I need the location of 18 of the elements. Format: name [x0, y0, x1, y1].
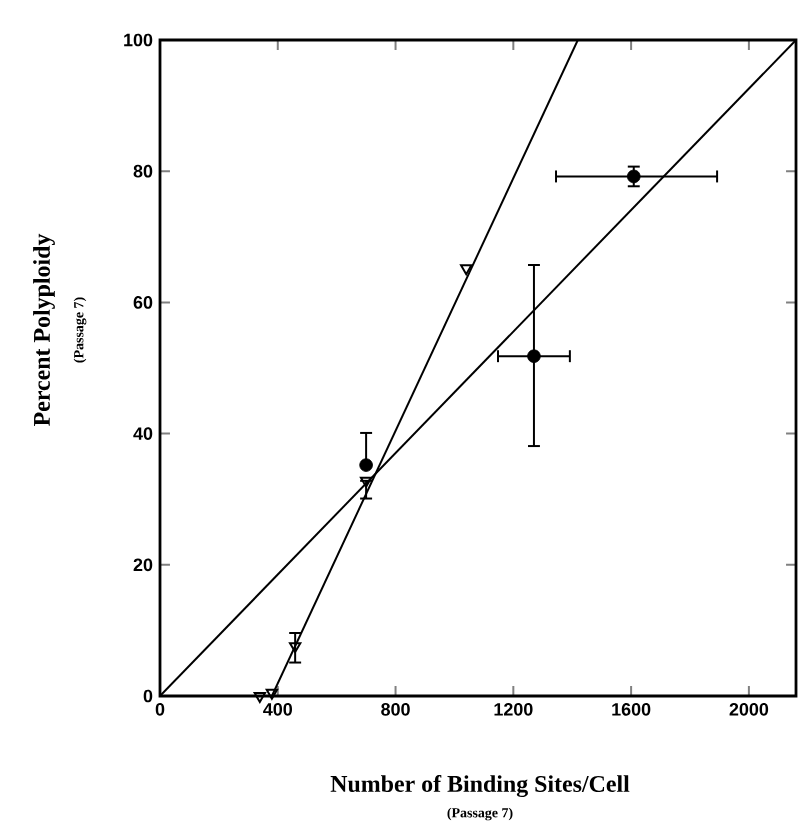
x-tick-label: 800 — [381, 703, 410, 716]
point — [359, 458, 373, 472]
y-tick-label: 0 — [143, 689, 153, 703]
x-tick-label: 2000 — [729, 703, 769, 716]
x-tick-label: 1200 — [494, 703, 533, 716]
y-tick-label: 100 — [124, 33, 153, 47]
y-tick-label: 60 — [133, 296, 153, 309]
y-tick-label: 80 — [133, 164, 153, 178]
point — [527, 349, 541, 363]
point — [460, 264, 473, 276]
y-tick-label: 40 — [133, 427, 153, 440]
x-tick-label: 400 — [263, 703, 293, 716]
x-tick-label: 0 — [155, 703, 165, 716]
x-axis-title: Number of Binding Sites/Cell — [330, 774, 630, 798]
y-axis-title: Percent Polyploidy — [33, 233, 55, 426]
point — [253, 692, 266, 703]
y-tick-label: 20 — [133, 558, 153, 572]
x-tick-label: 1600 — [612, 703, 651, 716]
